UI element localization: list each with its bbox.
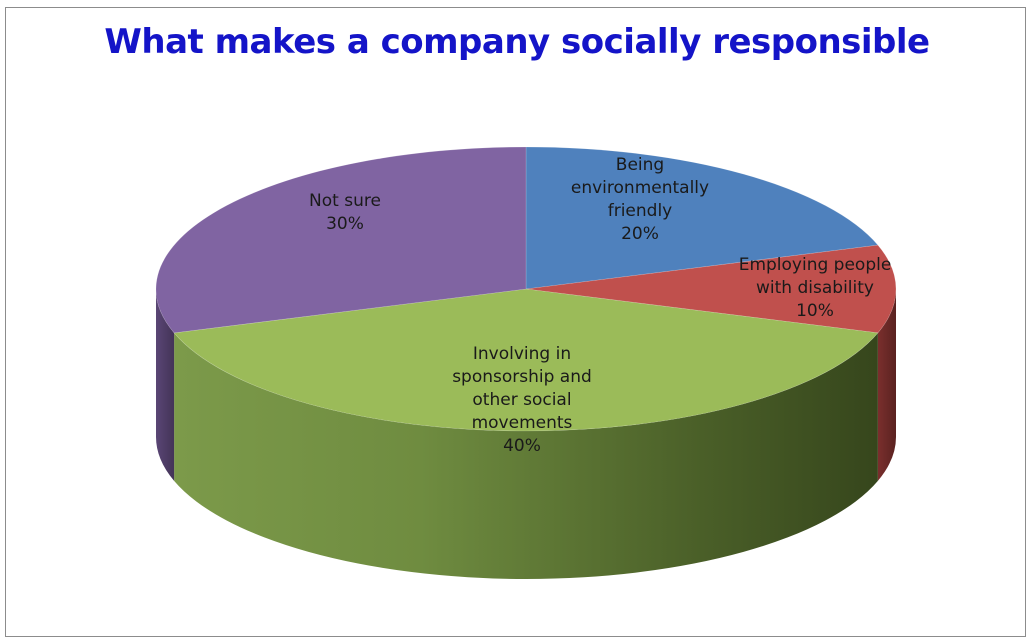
slice-label-line: Not sure [309, 191, 381, 211]
slice-label-line: 40% [503, 436, 541, 456]
pie-slice [525, 146, 879, 290]
pie-slice [525, 244, 897, 334]
slice-label-line: 20% [621, 224, 659, 244]
pie-slice [155, 146, 527, 334]
pie-slice [173, 288, 879, 432]
slice-label-line: other social [472, 390, 571, 410]
slice-label: Involving in sponsorship and other social m… [452, 344, 592, 456]
slice-label-line: Involving in [473, 344, 571, 364]
pie-slice-side [877, 289, 896, 481]
slice-label: Not sure 30% [309, 191, 381, 234]
slice-label-line: movements [472, 413, 573, 433]
slice-label: Being environmentally friendly 20% [571, 155, 709, 244]
slice-label-line: environmentally [571, 178, 709, 198]
slice-label-line: friendly [608, 201, 673, 221]
chart-title: What makes a company socially responsibl… [104, 22, 930, 62]
pie-slice-side [156, 289, 175, 481]
pie-slice-side [174, 332, 878, 579]
slice-label-line: sponsorship and [452, 367, 592, 387]
slice-label-line: 30% [326, 214, 364, 234]
slice-label-line: 10% [796, 301, 834, 321]
slice-label-line: with disability [756, 278, 874, 298]
slice-label-line: Employing people [739, 255, 892, 275]
slice-label-line: Being [616, 155, 664, 175]
slice-label: Employing people with disability 10% [739, 255, 892, 321]
